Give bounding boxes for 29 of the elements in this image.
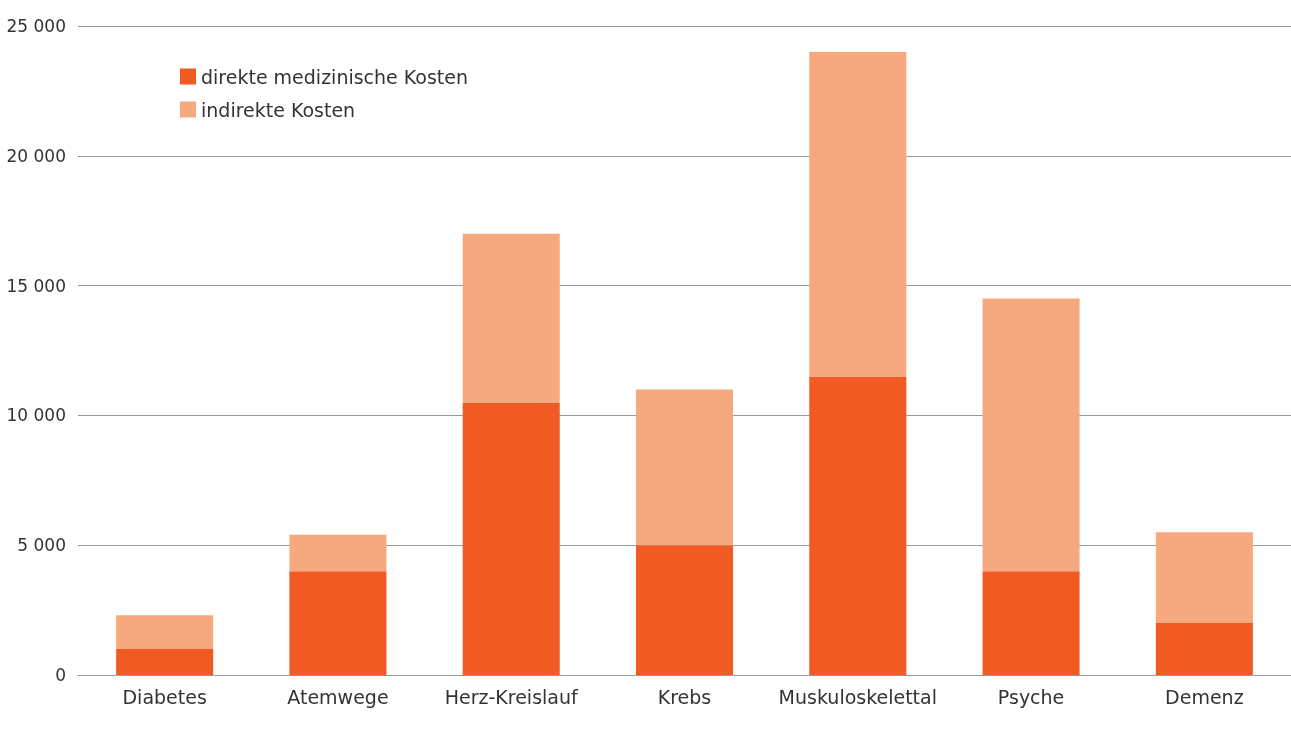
y-tick-label: 20 000 (6, 145, 66, 166)
bar (289, 534, 387, 572)
bar (635, 389, 734, 546)
x-tick-label: Atemwege (287, 685, 389, 708)
y-tick-label: 10 000 (6, 405, 66, 426)
y-tick-label: 25 000 (6, 16, 66, 36)
x-tick-label: Psyche (997, 685, 1065, 708)
bar (116, 649, 214, 675)
y-tick-label: 15 000 (6, 275, 66, 296)
bar (116, 615, 214, 650)
legend-label: indirekte Kosten (201, 98, 356, 121)
x-tick-label: Krebs (657, 685, 712, 708)
bar (1155, 532, 1253, 624)
bar (809, 376, 907, 675)
x-tick-label: Muskuloskelettal (778, 685, 937, 708)
bar (462, 402, 560, 675)
bar (462, 233, 560, 403)
bar (982, 571, 1080, 675)
legend-label: direkte medizinische Kosten (201, 65, 469, 88)
bar (635, 545, 734, 675)
bar (1155, 623, 1253, 675)
y-tick-label: 5 000 (17, 535, 66, 556)
x-tick-label: Diabetes (122, 685, 207, 708)
bar (809, 51, 907, 377)
x-tick-label: Demenz (1165, 685, 1244, 708)
y-tick-label: 0 (55, 665, 66, 685)
bar (289, 571, 387, 675)
bar (982, 298, 1080, 572)
x-tick-label: Herz-Kreislauf (444, 685, 580, 708)
